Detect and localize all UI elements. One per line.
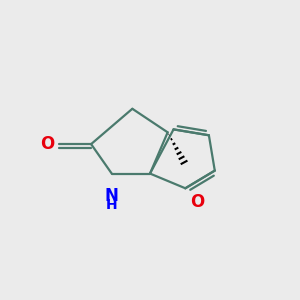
- Text: O: O: [190, 193, 204, 211]
- Text: N: N: [105, 187, 119, 205]
- Text: O: O: [40, 135, 54, 153]
- Text: H: H: [106, 198, 118, 212]
